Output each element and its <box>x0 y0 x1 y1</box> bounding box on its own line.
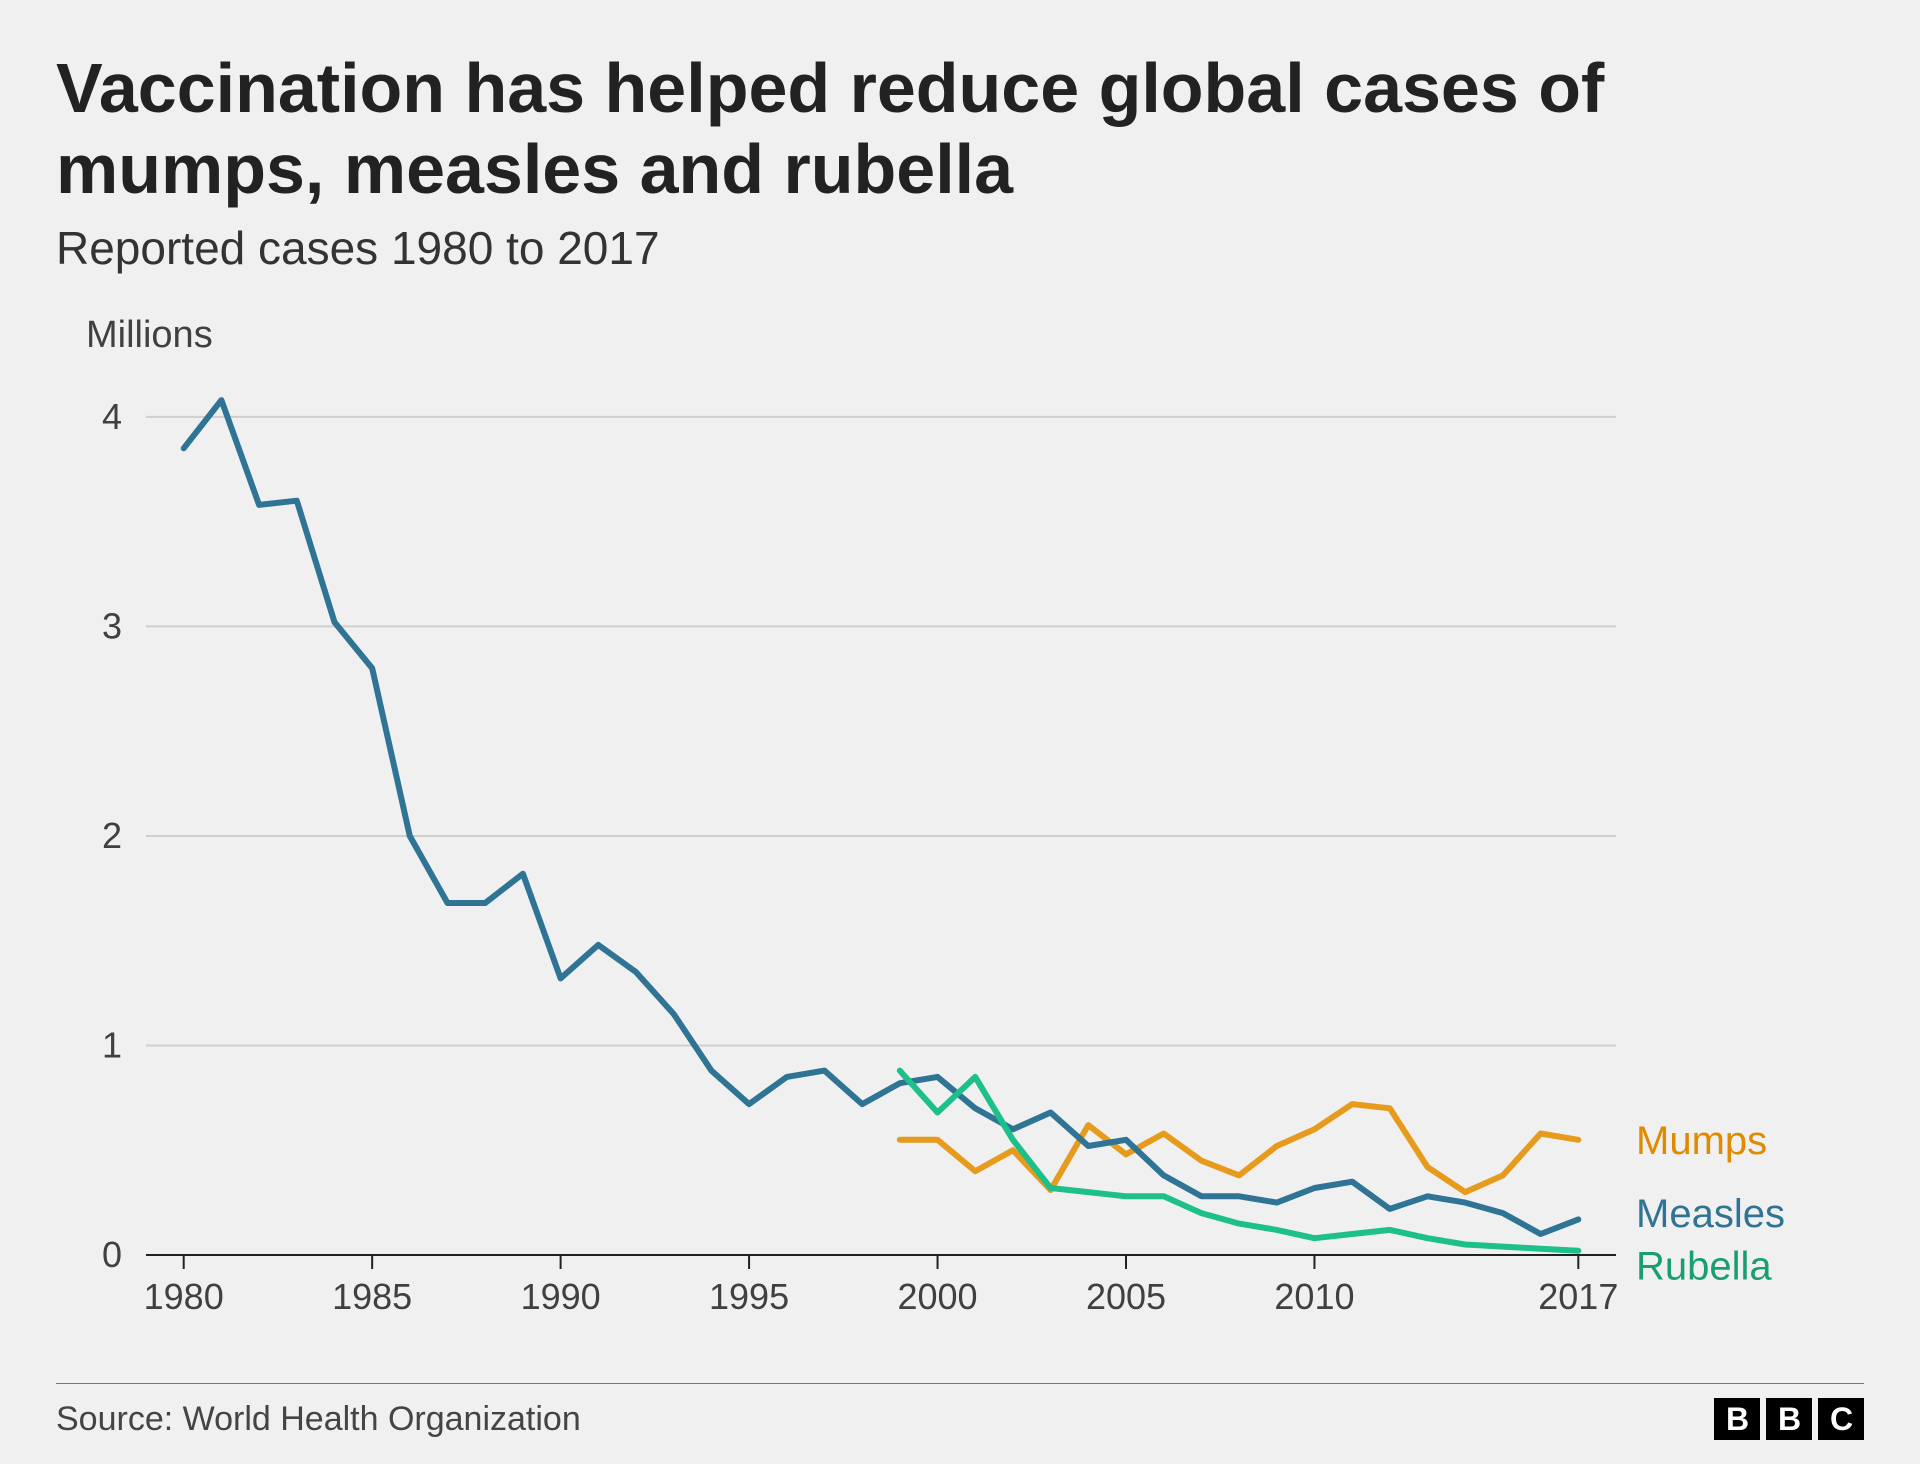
chart-plot-area: Millions 0 1 2 3 4 1980 1985 1990 1995 2000 2005 201… <box>56 315 1864 1371</box>
x-tick-label: 2005 <box>1086 1276 1166 1317</box>
y-tick-label: 2 <box>102 815 122 856</box>
x-tick-label: 1995 <box>709 1276 789 1317</box>
bbc-logo: B B C <box>1714 1398 1864 1440</box>
y-tick-label: 4 <box>102 396 122 437</box>
bbc-logo-letter: B <box>1766 1398 1812 1440</box>
chart-subtitle: Reported cases 1980 to 2017 <box>56 221 1864 275</box>
chart-container: Vaccination has helped reduce global cas… <box>0 0 1920 1464</box>
y-tick-label: 3 <box>102 605 122 646</box>
x-tick-label: 1980 <box>144 1276 224 1317</box>
y-tick-label: 1 <box>102 1024 122 1065</box>
series-label-measles: Measles <box>1636 1192 1785 1236</box>
series-label-mumps: Mumps <box>1636 1119 1767 1163</box>
series-line-rubella <box>900 1071 1579 1251</box>
series-label-rubella: Rubella <box>1636 1244 1772 1288</box>
line-chart-svg: Millions 0 1 2 3 4 1980 1985 1990 1995 2000 2005 201… <box>56 315 1864 1335</box>
bbc-logo-letter: B <box>1714 1398 1760 1440</box>
chart-footer: Source: World Health Organization B B C <box>56 1383 1864 1440</box>
chart-title: Vaccination has helped reduce global cas… <box>56 48 1864 209</box>
y-axis-title: Millions <box>86 315 213 356</box>
x-tick-label: 2010 <box>1274 1276 1354 1317</box>
x-tick-label: 1990 <box>521 1276 601 1317</box>
x-tick-label: 2000 <box>897 1276 977 1317</box>
x-tick-label: 1985 <box>332 1276 412 1317</box>
bbc-logo-letter: C <box>1818 1398 1864 1440</box>
x-tick-label: 2017 <box>1538 1276 1618 1317</box>
source-text: Source: World Health Organization <box>56 1400 581 1439</box>
y-tick-label: 0 <box>102 1234 122 1275</box>
